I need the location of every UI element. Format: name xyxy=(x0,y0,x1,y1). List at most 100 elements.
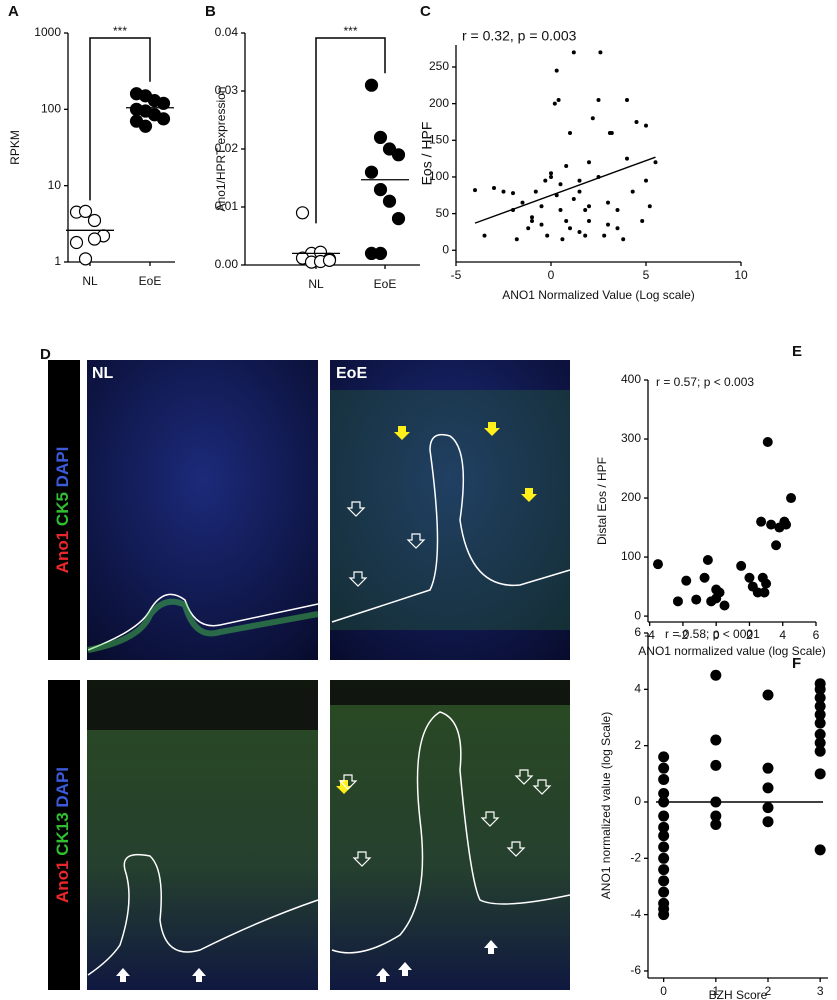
point xyxy=(571,50,576,55)
y-tick-label: 0 xyxy=(634,608,641,622)
x-axis-label: ANO1 normalized value (log Scale) xyxy=(638,644,825,658)
point xyxy=(598,50,603,55)
point xyxy=(681,575,692,586)
stain-label: Ano1 CK5 DAPI xyxy=(53,447,72,574)
annotation: r = 0.58; p < 0001 xyxy=(665,627,760,641)
point xyxy=(571,196,576,201)
point xyxy=(762,816,774,828)
x-tick-label: 2 xyxy=(746,628,753,642)
y-tick-label: 300 xyxy=(621,431,641,445)
y-tick-label: -2 xyxy=(630,850,641,864)
point xyxy=(87,213,102,228)
point xyxy=(814,844,826,856)
x-tick-label: 10 xyxy=(734,268,748,282)
point xyxy=(762,802,774,814)
point xyxy=(814,717,826,729)
point xyxy=(766,519,777,530)
point xyxy=(156,96,171,110)
stain-word: Ano1 xyxy=(53,531,72,574)
y-tick-label: 150 xyxy=(429,132,449,146)
y-axis-label: ANO1 normalized value (log Scale) xyxy=(599,712,613,899)
point xyxy=(78,252,93,266)
point xyxy=(710,810,722,822)
point xyxy=(596,97,601,102)
point xyxy=(69,235,84,250)
basal-layer xyxy=(87,598,319,653)
x-tick-label: -5 xyxy=(451,268,462,282)
point xyxy=(814,728,826,740)
point xyxy=(779,516,790,527)
significance: *** xyxy=(343,24,357,38)
column-label: NL xyxy=(92,365,114,382)
point xyxy=(719,600,730,611)
x-tick-label: 3 xyxy=(817,984,824,998)
point xyxy=(814,700,826,712)
y-tick-label: -4 xyxy=(630,907,641,921)
x-tick-label: 0 xyxy=(713,628,720,642)
white-arrows xyxy=(338,501,552,867)
point xyxy=(295,206,310,220)
point xyxy=(78,204,93,219)
epithelium xyxy=(330,390,570,630)
basement-line xyxy=(331,433,571,623)
point xyxy=(583,233,588,238)
point xyxy=(568,226,572,231)
point xyxy=(644,178,648,183)
point xyxy=(658,841,670,853)
point xyxy=(577,189,582,194)
annotation: r = 0.57; p < 0.003 xyxy=(656,375,754,389)
x-tick-label: NL xyxy=(82,274,98,288)
point xyxy=(549,174,553,179)
y-tick-label: 0 xyxy=(442,242,449,256)
point xyxy=(652,559,663,570)
stain-word: DAPI xyxy=(53,447,72,488)
point xyxy=(564,163,569,168)
point xyxy=(373,246,388,260)
point xyxy=(621,237,626,242)
point xyxy=(373,130,388,144)
point xyxy=(658,830,670,842)
point xyxy=(590,116,595,121)
point xyxy=(501,189,506,194)
stain-word: CK5 xyxy=(53,492,72,526)
panel-letter: A xyxy=(8,3,19,20)
yellow-arrows xyxy=(336,422,537,794)
point xyxy=(364,165,379,179)
point xyxy=(759,587,770,598)
basement-line xyxy=(331,711,571,954)
significance-bracket xyxy=(89,37,151,201)
x-tick-label: 2 xyxy=(765,984,772,998)
point xyxy=(634,119,639,124)
y-tick-label: 200 xyxy=(621,490,641,504)
panel-letter: D xyxy=(40,346,51,363)
y-tick-label: 0.03 xyxy=(215,83,239,97)
x-tick-label: 0 xyxy=(660,984,667,998)
image xyxy=(330,680,570,990)
point xyxy=(577,178,582,183)
point xyxy=(539,222,544,227)
point xyxy=(364,78,379,92)
point xyxy=(545,233,550,238)
point xyxy=(658,864,670,876)
y-tick-label: 1 xyxy=(54,254,61,268)
basement-line xyxy=(87,593,319,651)
point xyxy=(577,229,582,234)
stain-bar xyxy=(48,360,80,660)
significance-bracket xyxy=(315,37,386,224)
y-axis-label: Eos / HPF xyxy=(419,122,435,186)
point xyxy=(658,886,670,898)
point xyxy=(647,204,652,209)
point xyxy=(640,218,645,223)
y-tick-label: 0.01 xyxy=(215,199,239,213)
x-tick-label: EoE xyxy=(139,274,162,288)
y-tick-label: 50 xyxy=(436,206,450,220)
point xyxy=(556,97,561,102)
point xyxy=(606,200,610,205)
point xyxy=(658,852,670,864)
point xyxy=(558,207,563,212)
point xyxy=(658,903,670,915)
point xyxy=(814,692,826,704)
panel-letter: E xyxy=(792,343,802,360)
point xyxy=(564,218,569,223)
